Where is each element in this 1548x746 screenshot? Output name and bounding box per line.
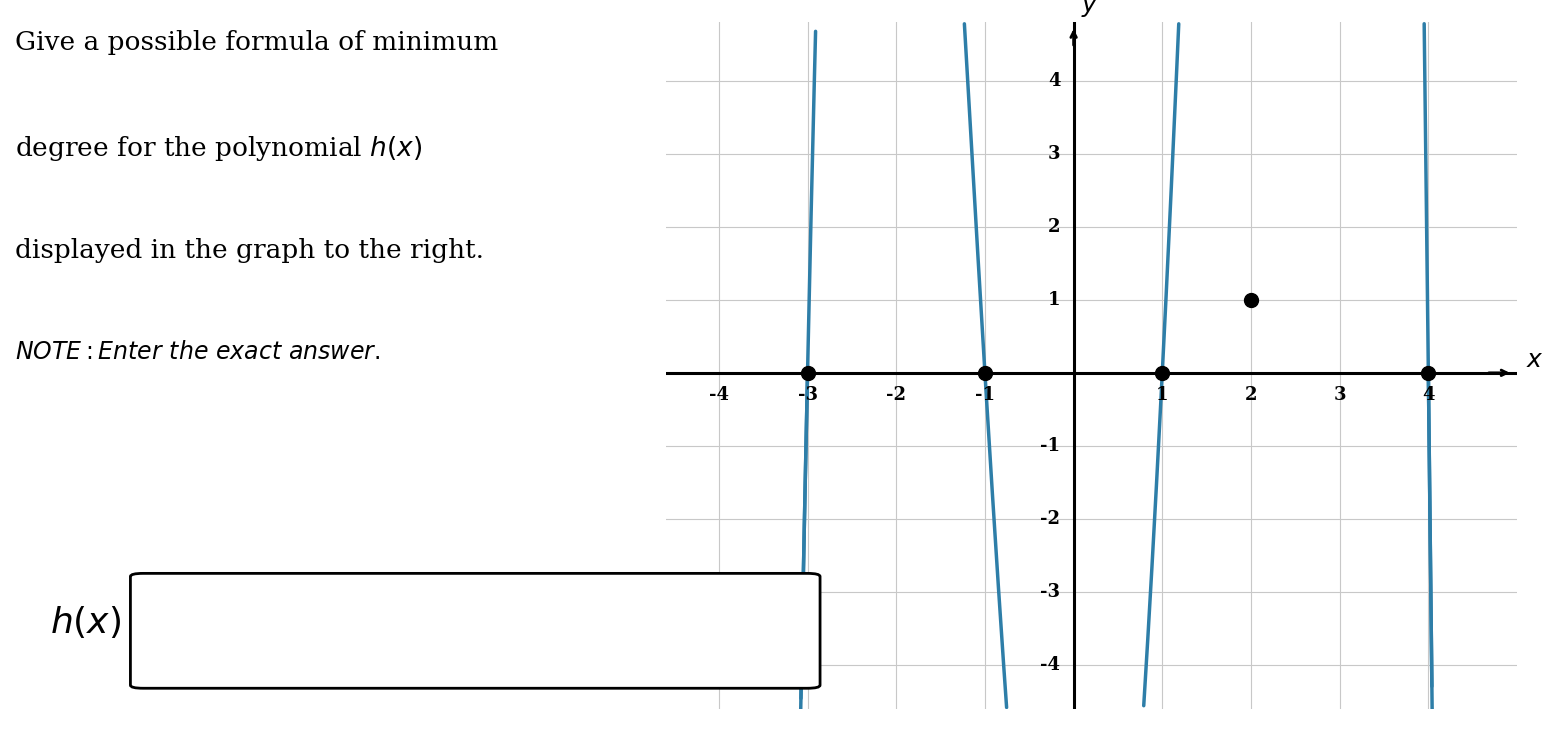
Text: $\it{NOTE: Enter\ the\ exact\ answer.}$: $\it{NOTE: Enter\ the\ exact\ answer.}$ xyxy=(15,342,381,364)
Point xyxy=(1416,367,1441,379)
Text: degree for the polynomial $h(x)$: degree for the polynomial $h(x)$ xyxy=(15,134,423,163)
Text: -2: -2 xyxy=(1040,510,1060,528)
Text: 4: 4 xyxy=(1048,72,1060,90)
Text: 1: 1 xyxy=(1048,291,1060,309)
Point xyxy=(796,367,820,379)
Text: -4: -4 xyxy=(1040,656,1060,674)
Text: displayed in the graph to the right.: displayed in the graph to the right. xyxy=(15,237,485,263)
Point xyxy=(1238,294,1263,306)
Text: 4: 4 xyxy=(1423,386,1435,404)
Text: -1: -1 xyxy=(975,386,995,404)
Text: -3: -3 xyxy=(1040,583,1060,601)
Text: Give a possible formula of minimum: Give a possible formula of minimum xyxy=(15,30,498,55)
Text: 3: 3 xyxy=(1048,145,1060,163)
Text: $x$: $x$ xyxy=(1526,348,1543,372)
Text: 3: 3 xyxy=(1333,386,1345,404)
Text: -3: -3 xyxy=(797,386,817,404)
Text: -1: -1 xyxy=(1040,437,1060,455)
Text: 2: 2 xyxy=(1245,386,1257,404)
Point xyxy=(972,367,997,379)
Text: -2: -2 xyxy=(885,386,906,404)
Text: $y$: $y$ xyxy=(1081,0,1099,19)
FancyBboxPatch shape xyxy=(130,574,820,689)
Text: -4: -4 xyxy=(709,386,729,404)
Text: $h(x) =$: $h(x) =$ xyxy=(50,604,158,641)
Point xyxy=(1150,367,1175,379)
Text: 2: 2 xyxy=(1048,218,1060,236)
Text: 1: 1 xyxy=(1156,386,1169,404)
